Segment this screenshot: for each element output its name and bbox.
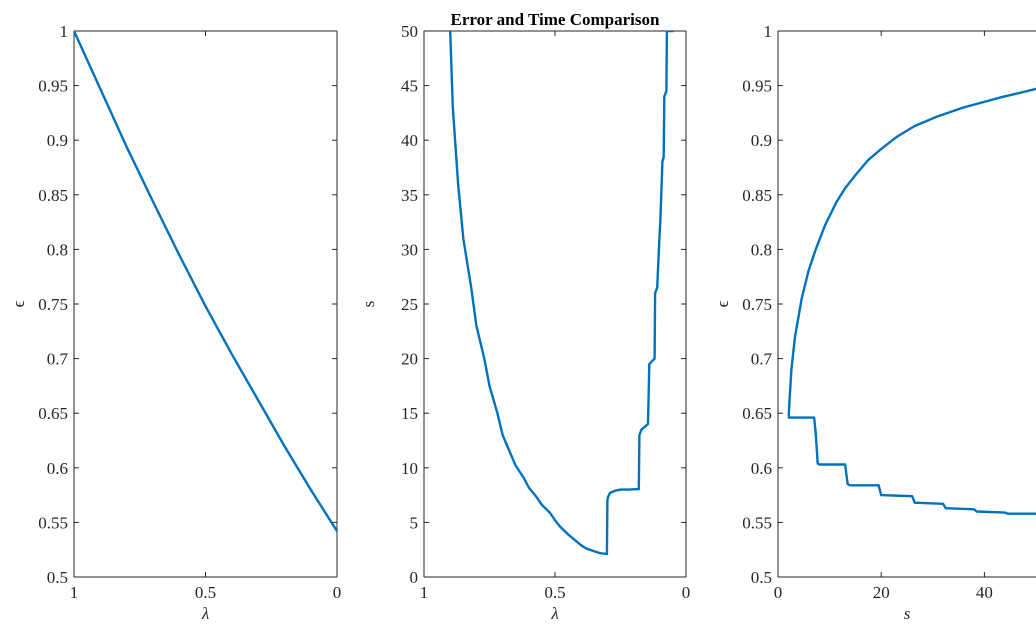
y-tick-label: 25 <box>401 295 418 314</box>
x-axis-label: λ <box>550 604 558 623</box>
y-axis-label: s <box>359 301 378 308</box>
x-tick-label: 20 <box>873 583 890 602</box>
y-tick-label: 0.5 <box>751 568 772 587</box>
y-tick-label: 0.5 <box>47 568 68 587</box>
y-tick-label: 0.65 <box>38 404 68 423</box>
y-tick-label: 0.8 <box>751 240 772 259</box>
chart-title: Error and Time Comparison <box>451 10 660 29</box>
series-group <box>74 31 337 533</box>
y-tick-label: 45 <box>401 77 418 96</box>
y-tick-label: 0.9 <box>47 131 68 150</box>
y-tick-label: 0.85 <box>742 186 772 205</box>
series-line-1 <box>74 31 337 533</box>
y-tick-label: 0 <box>410 568 419 587</box>
y-tick-label: 0.6 <box>47 459 68 478</box>
y-axis-label: ϵ <box>713 300 732 307</box>
y-tick-label: 0.75 <box>742 295 772 314</box>
y-tick-label: 50 <box>401 22 418 41</box>
y-tick-label: 0.75 <box>38 295 68 314</box>
y-tick-label: 15 <box>401 404 418 423</box>
x-tick-label: 40 <box>976 583 993 602</box>
y-tick-label: 0.7 <box>47 350 69 369</box>
x-axis-label: λ <box>201 604 209 623</box>
y-tick-label: 0.95 <box>742 77 772 96</box>
y-tick-label: 1 <box>764 22 773 41</box>
y-tick-label: 35 <box>401 186 418 205</box>
y-tick-label: 0.6 <box>751 459 772 478</box>
x-tick-label: 0 <box>682 583 691 602</box>
series-group <box>449 31 675 556</box>
x-tick-label: 1 <box>70 583 79 602</box>
series-line-1 <box>787 87 1036 417</box>
y-tick-label: 0.9 <box>751 131 772 150</box>
y-axis-label: ϵ <box>9 300 28 307</box>
y-tick-label: 0.55 <box>38 513 68 532</box>
series-line-2 <box>787 416 1036 515</box>
y-tick-label: 30 <box>401 240 418 259</box>
x-tick-label: 0.5 <box>195 583 216 602</box>
y-tick-label: 0.95 <box>38 77 68 96</box>
x-tick-label: 0 <box>333 583 342 602</box>
chart-panel-3: 0.5 0.55 0.6 0.65 0.7 0.75 0.8 0.85 0.9 0.95 1 0 20 4… <box>713 22 1036 623</box>
y-tick-label: 0.65 <box>742 404 772 423</box>
x-tick-label: 1 <box>420 583 429 602</box>
y-tick-label: 10 <box>401 459 418 478</box>
x-tick-label: 0 <box>774 583 783 602</box>
x-tick-label: 0.5 <box>544 583 565 602</box>
series-group <box>787 87 1036 515</box>
y-tick-label: 0.7 <box>751 350 773 369</box>
x-axis-label: s <box>904 604 911 623</box>
series-line-1 <box>449 31 675 556</box>
y-tick-label: 0.85 <box>38 186 68 205</box>
chart-panel-2: 0 5 10 15 20 25 30 35 40 45 50 1 0.5 0 λ s Error and Tim… <box>359 10 690 623</box>
y-tick-label: 20 <box>401 350 418 369</box>
y-tick-label: 0.55 <box>742 513 772 532</box>
y-tick-label: 40 <box>401 131 418 150</box>
y-tick-label: 5 <box>410 513 419 532</box>
y-tick-label: 1 <box>60 22 69 41</box>
y-tick-label: 0.8 <box>47 240 68 259</box>
